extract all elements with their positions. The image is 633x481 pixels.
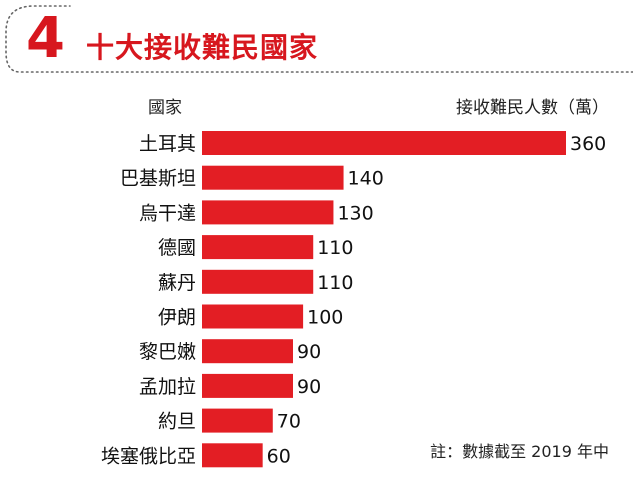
value-label: 100	[307, 307, 343, 329]
chart-number: 4	[26, 6, 65, 71]
bar	[202, 339, 293, 364]
value-label: 60	[267, 445, 291, 467]
bar	[202, 408, 273, 433]
bar	[202, 269, 314, 294]
category-label: 烏干達	[139, 202, 196, 224]
value-label: 130	[337, 202, 373, 224]
bar	[202, 165, 344, 190]
category-label: 巴基斯坦	[120, 168, 196, 190]
value-label: 70	[277, 411, 301, 433]
category-label: 埃塞俄比亞	[101, 445, 196, 467]
chart-title: 十大接收難民國家	[86, 31, 319, 64]
category-label: 伊朗	[158, 307, 196, 329]
bar	[202, 373, 293, 398]
bar	[202, 131, 566, 155]
bar	[202, 235, 314, 260]
value-label: 140	[348, 168, 384, 190]
value-label: 90	[297, 376, 321, 398]
category-label: 蘇丹	[158, 272, 196, 294]
dotted-frame-decoration	[5, 5, 633, 73]
chart-header: 4 十大接收難民國家	[0, 0, 633, 78]
bar	[202, 304, 304, 329]
bar	[202, 200, 334, 225]
category-label: 德國	[158, 237, 196, 259]
value-label: 110	[317, 237, 353, 259]
data-note: 註：數據截至 2019 年中	[430, 442, 609, 461]
bar	[202, 443, 263, 468]
category-label: 黎巴嫩	[139, 341, 196, 363]
value-label: 90	[297, 341, 321, 363]
value-column-header: 接收難民人數（萬）	[456, 98, 609, 118]
category-label: 土耳其	[139, 133, 196, 155]
category-label: 約旦	[158, 411, 196, 433]
value-label: 110	[317, 272, 353, 294]
value-label: 360	[570, 133, 606, 155]
category-label: 孟加拉	[139, 376, 196, 398]
country-column-header: 國家	[148, 98, 182, 118]
